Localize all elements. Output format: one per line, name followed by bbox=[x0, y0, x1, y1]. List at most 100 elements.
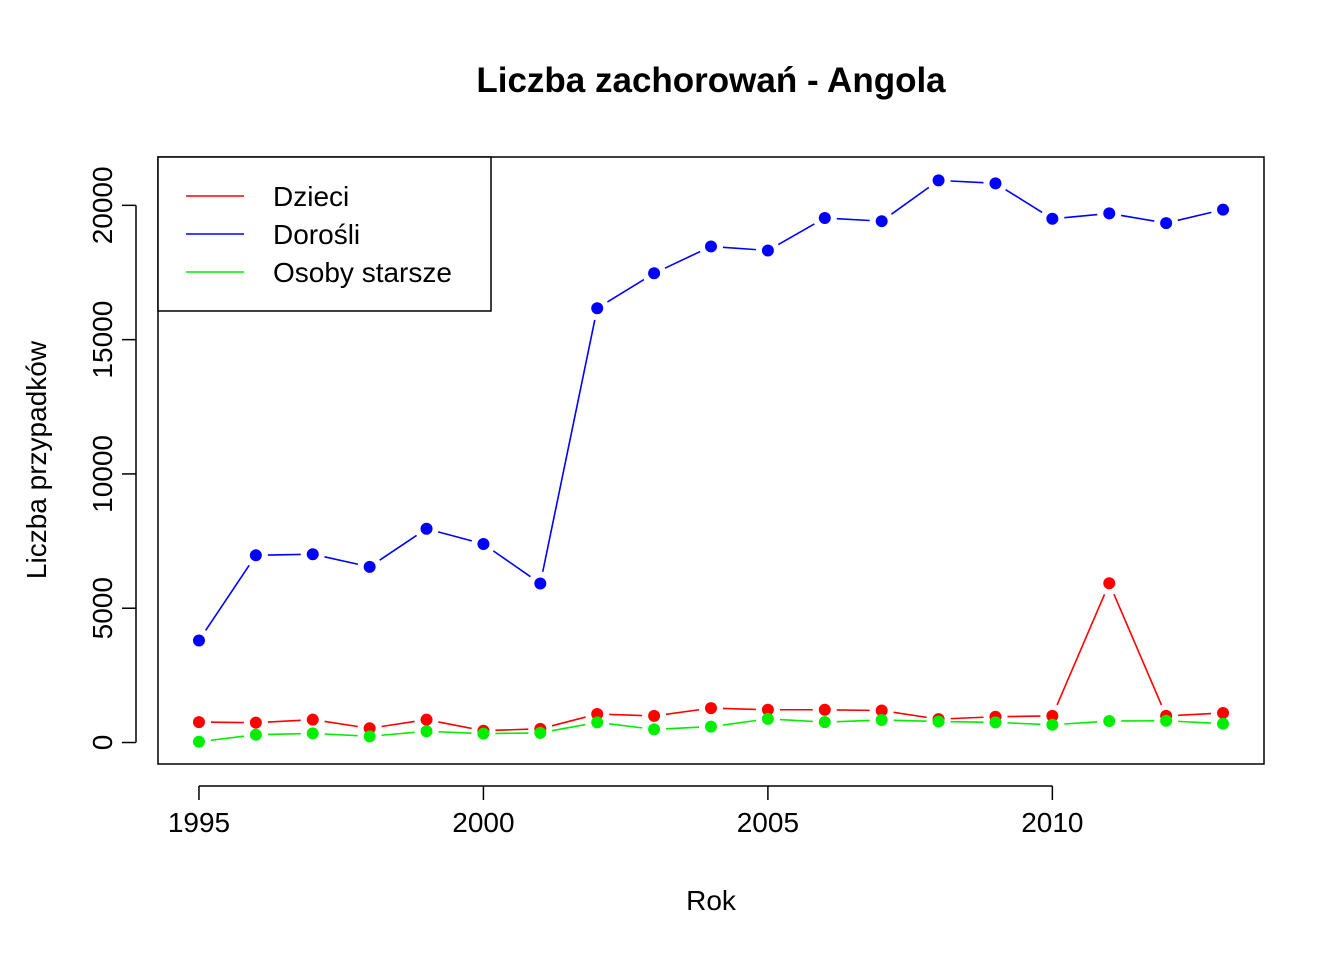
chart-title: Liczba zachorowań - Angola bbox=[476, 61, 946, 100]
data-point bbox=[705, 240, 717, 253]
series-line-segment bbox=[541, 319, 596, 572]
data-point bbox=[192, 735, 205, 748]
series-line-segment bbox=[379, 534, 418, 561]
series-line-segment bbox=[890, 186, 930, 215]
series-line-segment bbox=[1056, 593, 1106, 706]
data-point bbox=[875, 215, 888, 228]
series-line-segment bbox=[324, 556, 359, 566]
data-point bbox=[363, 560, 376, 573]
series-line-segment bbox=[438, 721, 472, 730]
y-tick-label: 15000 bbox=[87, 301, 118, 379]
data-point bbox=[591, 716, 604, 729]
series-line-segment bbox=[666, 726, 700, 730]
legend-label: Dorośli bbox=[273, 219, 360, 250]
y-tick-label: 5000 bbox=[87, 577, 118, 639]
legend-label: Dzieci bbox=[273, 181, 349, 212]
series-line-segment bbox=[1120, 214, 1155, 222]
series-line-segment bbox=[950, 716, 984, 720]
series-line-segment bbox=[1178, 712, 1212, 717]
series-line-segment bbox=[664, 250, 701, 269]
series-line-segment bbox=[836, 217, 870, 222]
x-tick-label: 2005 bbox=[737, 807, 799, 838]
series-1 bbox=[192, 174, 1230, 647]
data-point bbox=[648, 709, 661, 722]
data-point bbox=[477, 727, 490, 740]
legend-label: Osoby starsze bbox=[273, 257, 452, 288]
data-point bbox=[932, 715, 945, 728]
y-tick-label: 10000 bbox=[87, 435, 118, 513]
data-point bbox=[249, 549, 262, 562]
data-point bbox=[306, 713, 319, 726]
data-point bbox=[989, 177, 1002, 190]
data-point bbox=[818, 211, 831, 224]
data-point bbox=[761, 244, 774, 257]
series-line-segment bbox=[551, 716, 586, 727]
series-line-segment bbox=[779, 718, 813, 723]
series-line-segment bbox=[1064, 213, 1098, 219]
series-line-segment bbox=[210, 735, 245, 742]
data-point bbox=[534, 726, 547, 739]
data-point bbox=[705, 702, 717, 715]
series-line-segment bbox=[893, 711, 927, 719]
series-line-segment bbox=[267, 553, 301, 556]
series-line-segment bbox=[722, 246, 756, 251]
data-point bbox=[761, 712, 774, 725]
series-line-segment bbox=[492, 550, 531, 578]
series-line-segment bbox=[267, 719, 301, 723]
series-line-segment bbox=[609, 723, 643, 729]
series-line-segment bbox=[836, 719, 870, 723]
data-point bbox=[875, 704, 888, 717]
data-point bbox=[761, 703, 774, 716]
data-point bbox=[591, 302, 604, 315]
series-line-segment bbox=[722, 719, 757, 726]
data-point bbox=[1217, 203, 1230, 216]
series-line-segment bbox=[665, 708, 700, 716]
series-line-segment bbox=[267, 732, 301, 736]
x-tick-label: 2010 bbox=[1021, 807, 1083, 838]
x-tick-label: 2000 bbox=[452, 807, 514, 838]
data-point bbox=[192, 634, 205, 647]
series-line-segment bbox=[381, 731, 415, 737]
series-line-segment bbox=[950, 180, 984, 184]
data-point bbox=[363, 730, 376, 743]
series-line-segment bbox=[722, 707, 756, 711]
series-2 bbox=[192, 712, 1230, 748]
data-point bbox=[1217, 717, 1230, 730]
series-line-segment bbox=[893, 719, 927, 723]
series-line-segment bbox=[437, 531, 473, 542]
data-point bbox=[420, 522, 433, 535]
data-point bbox=[648, 267, 661, 280]
data-point bbox=[249, 716, 262, 729]
data-point bbox=[1160, 714, 1173, 727]
plot-frame bbox=[157, 156, 1265, 765]
data-point bbox=[591, 708, 604, 721]
y-tick-label: 20000 bbox=[87, 166, 118, 244]
series-line-segment bbox=[381, 720, 415, 728]
data-point bbox=[534, 577, 547, 590]
y-axis-label: Liczba przypadków bbox=[21, 340, 52, 579]
axes: 1995 2000 2005 2010 0 5000 10000 15000 20000 bbox=[87, 156, 1265, 838]
series-line-segment bbox=[495, 728, 529, 732]
data-point bbox=[1103, 715, 1116, 728]
series-line-segment bbox=[324, 733, 358, 737]
series-0 bbox=[192, 577, 1230, 737]
data-point bbox=[477, 538, 490, 551]
data-point bbox=[818, 703, 831, 716]
series-line-segment bbox=[1178, 720, 1212, 724]
data-point bbox=[932, 174, 945, 187]
x-axis-label: Rok bbox=[686, 885, 737, 916]
x-tick-label: 1995 bbox=[168, 807, 230, 838]
series-line-segment bbox=[777, 223, 815, 246]
plot-area bbox=[192, 174, 1230, 748]
data-point bbox=[1046, 212, 1059, 225]
data-point bbox=[420, 713, 433, 726]
legend: Dzieci Dorośli Osoby starsze bbox=[157, 156, 492, 312]
series-line-segment bbox=[324, 720, 358, 728]
data-point bbox=[306, 548, 319, 561]
data-point bbox=[1046, 718, 1059, 731]
series-line-segment bbox=[1064, 721, 1098, 725]
data-point bbox=[1160, 217, 1173, 230]
data-point bbox=[249, 728, 262, 741]
data-point bbox=[705, 720, 717, 733]
data-point bbox=[420, 725, 433, 738]
